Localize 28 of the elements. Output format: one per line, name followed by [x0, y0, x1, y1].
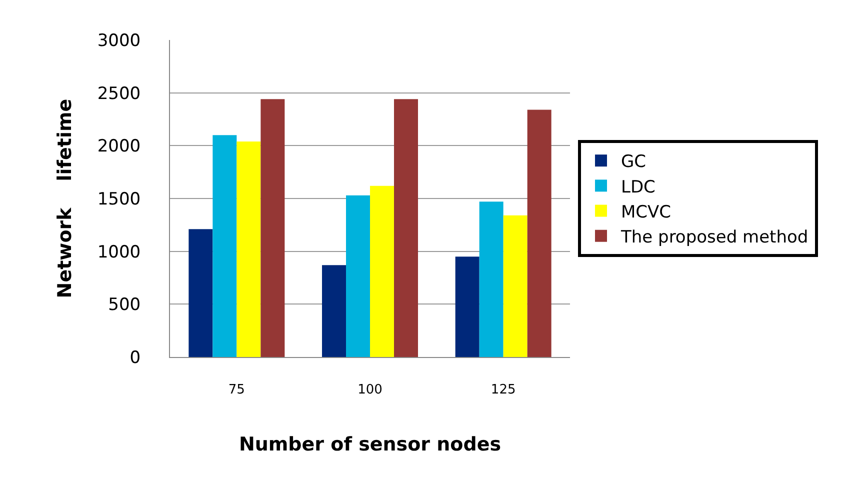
x-tick-label: 75	[228, 382, 245, 398]
bar	[322, 265, 346, 357]
legend-label: MCVC	[621, 202, 672, 222]
y-tick-label: 0	[130, 348, 141, 368]
x-axis-title: Number of sensor nodes	[238, 433, 502, 456]
y-tick-label: 3000	[97, 30, 141, 51]
bar	[479, 202, 504, 357]
y-tick-label: 500	[108, 295, 141, 316]
x-tick-label: 100	[358, 382, 382, 398]
bar	[503, 215, 528, 357]
bar	[260, 99, 285, 357]
bar	[188, 229, 213, 357]
legend-label: GC	[621, 152, 646, 172]
y-axis-title: Network lifetime	[54, 98, 76, 298]
x-tick-label: 125	[490, 382, 516, 398]
legend-label: LDC	[621, 177, 656, 198]
y-tick-label: 1500	[97, 189, 141, 210]
bar	[455, 256, 480, 357]
bar	[394, 99, 418, 357]
bar	[236, 141, 261, 357]
bar	[212, 135, 237, 357]
legend-label: The proposed method	[620, 227, 808, 248]
bar	[346, 195, 370, 357]
y-tick-label: 1000	[97, 242, 141, 262]
bar	[527, 110, 552, 357]
y-tick-label: 2500	[97, 84, 141, 104]
bar	[370, 186, 394, 357]
y-tick-label: 2000	[97, 136, 141, 157]
